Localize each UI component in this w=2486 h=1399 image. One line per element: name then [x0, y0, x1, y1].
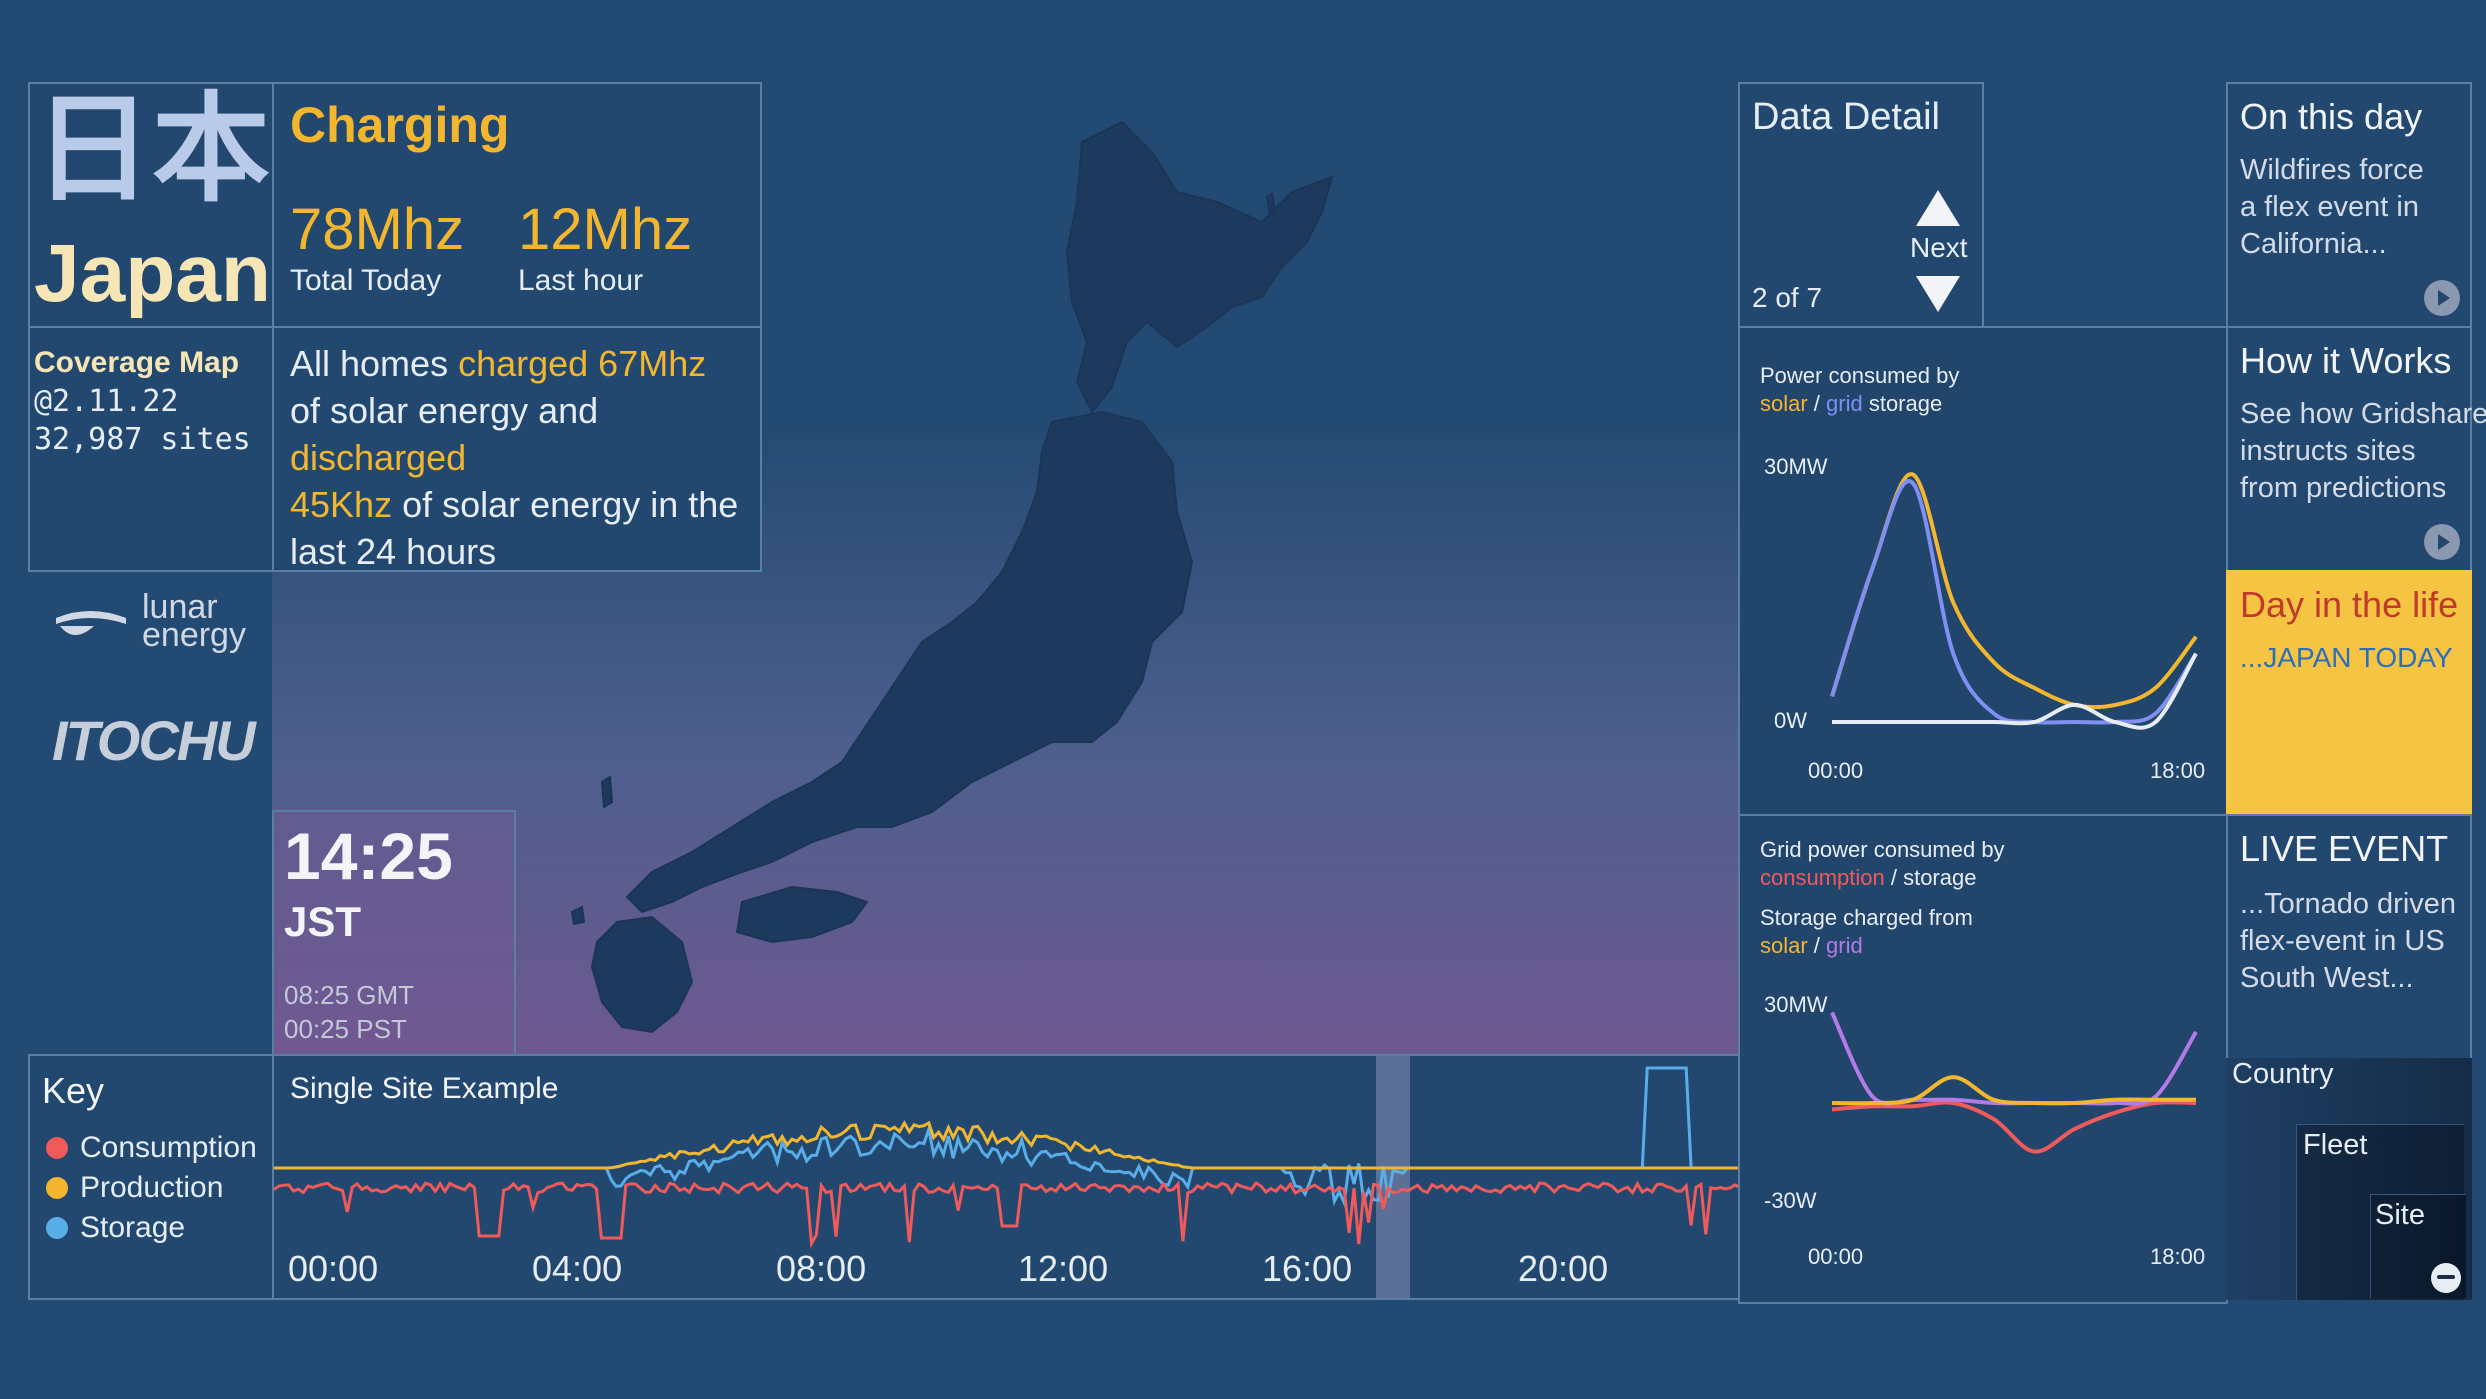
- lunar-energy-logo: lunar energy: [50, 590, 270, 660]
- charging-title: Charging: [290, 97, 510, 153]
- next-arrow-icon[interactable]: [1916, 276, 1960, 312]
- summary-text: All homes charged 67Mhz of solar energy …: [290, 343, 739, 572]
- chart1-title: Power consumed by solar / grid storage: [1760, 363, 1960, 416]
- zoom-country[interactable]: Country: [2232, 1058, 2334, 1090]
- tick-0400: 04:00: [532, 1248, 623, 1289]
- live-event-text: ...Tornado driven flex-event in US South…: [2240, 888, 2457, 994]
- clock-zone: JST: [284, 898, 362, 945]
- day-in-life-title: Day in the life: [2240, 584, 2459, 625]
- data-detail-panel: Data Detail Next 2 of 7: [1738, 82, 1984, 328]
- home-site-icon: [2431, 1263, 2461, 1293]
- single-site-panel[interactable]: Single Site Example 00:00 04:00 08:00 12…: [272, 1054, 1742, 1300]
- coverage-panel: Coverage Map @2.11.22 32,987 sites: [28, 326, 274, 572]
- grid-power-chart-panel: Grid power consumed by consumption / sto…: [1738, 814, 2228, 1304]
- country-panel: 日本 Japan: [28, 82, 274, 328]
- data-detail-title: Data Detail: [1752, 96, 1940, 138]
- clock-gmt: 08:25 GMT: [284, 980, 415, 1010]
- honshu-island: [625, 410, 1194, 914]
- series-line-consumption: [1831, 1100, 2197, 1154]
- key-item-production: Production: [46, 1168, 257, 1208]
- live-event-title: LIVE EVENT: [2240, 828, 2449, 869]
- series-line-storage: [1832, 652, 2198, 730]
- single-site-chart: [274, 1056, 1740, 1298]
- production-dot: [46, 1177, 68, 1199]
- zoom-site: Site: [2375, 1199, 2425, 1231]
- live-event-panel[interactable]: LIVE EVENT ...Tornado driven flex-event …: [2226, 814, 2472, 1060]
- play-icon[interactable]: [2424, 280, 2460, 316]
- site-production-line: [274, 1120, 1740, 1170]
- page-indicator: 2 of 7: [1752, 282, 1823, 313]
- tick-1200: 12:00: [1018, 1248, 1109, 1289]
- series-line-storage: [1830, 1011, 2198, 1106]
- charging-hour-label: Last hour: [518, 264, 644, 297]
- key-item-storage: Storage: [46, 1208, 257, 1248]
- charging-total-value: 78Mhz: [290, 197, 465, 262]
- on-this-day-panel[interactable]: On this day Wildfires force a flex event…: [2226, 82, 2472, 328]
- country-kanji: 日本: [34, 80, 271, 218]
- series-line-solar: [1830, 472, 2198, 710]
- consumption-dot: [46, 1137, 68, 1159]
- chart1-plot: [1830, 472, 2198, 730]
- charging-panel: Charging 78Mhz Total Today 12Mhz Last ho…: [272, 82, 762, 328]
- key-panel: Key Consumption Production Storage: [28, 1054, 274, 1300]
- site-consumption-line: [274, 1180, 1740, 1249]
- series-line-grid: [1830, 479, 2198, 725]
- site-storage-line: [274, 1066, 1740, 1209]
- coverage-date: @2.11.22: [34, 384, 179, 419]
- zoom-selector: Country Fleet Site: [2226, 1058, 2472, 1300]
- charging-total-label: Total Today: [290, 264, 442, 297]
- chart2-ytick-top: 30MW: [1764, 992, 1828, 1017]
- tick-0800: 08:00: [776, 1248, 867, 1289]
- coverage-title: Coverage Map: [34, 346, 240, 379]
- play-icon[interactable]: [2424, 524, 2460, 560]
- on-this-day-title: On this day: [2240, 96, 2423, 137]
- zoom-site-box[interactable]: Site: [2370, 1194, 2466, 1298]
- shikoku-island: [735, 885, 869, 944]
- lunar-logo-icon: [56, 611, 126, 635]
- key-item-consumption: Consumption: [46, 1128, 257, 1168]
- chart1-ytick-top: 30MW: [1764, 454, 1828, 479]
- on-this-day-text: Wildfires force a flex event in Californ…: [2240, 154, 2424, 260]
- how-it-works-text: See how Gridshare instructs sites from p…: [2240, 398, 2486, 504]
- chart1-xtick-right: 18:00: [2150, 758, 2206, 783]
- clock-panel: 14:25 JST 08:25 GMT 00:25 PST: [272, 810, 516, 1056]
- zoom-fleet: Fleet: [2303, 1129, 2368, 1161]
- series-line-solar: [1831, 1075, 2196, 1106]
- charging-hour-value: 12Mhz: [518, 197, 693, 262]
- clock-pst: 00:25 PST: [284, 1014, 407, 1044]
- chart2-title: Grid power consumed by consumption / sto…: [1760, 837, 2005, 958]
- chart1-xtick-left: 00:00: [1808, 758, 1864, 783]
- chart2-ytick-bottom: -30W: [1764, 1188, 1817, 1213]
- hokkaido-island: [1065, 120, 1334, 414]
- how-it-works-title: How it Works: [2240, 340, 2452, 381]
- itochu-logo: ITOCHU: [52, 709, 256, 772]
- day-in-life-panel[interactable]: Day in the life ...JAPAN TODAY: [2226, 570, 2472, 816]
- coverage-sites: 32,987 sites: [34, 422, 251, 457]
- storage-dot: [46, 1217, 68, 1239]
- how-it-works-panel[interactable]: How it Works See how Gridshare instructs…: [2226, 326, 2486, 572]
- chart2-plot: [1830, 1011, 2198, 1154]
- tick-1600: 16:00: [1262, 1248, 1353, 1289]
- summary-panel: All homes charged 67Mhz of solar energy …: [272, 326, 762, 572]
- chart2-xtick-right: 18:00: [2150, 1244, 2206, 1269]
- day-in-life-subtitle: ...JAPAN TODAY: [2240, 642, 2453, 673]
- prev-arrow-icon[interactable]: [1916, 190, 1960, 226]
- power-consumed-chart-panel: Power consumed by solar / grid storage 3…: [1738, 326, 2228, 816]
- clock-time: 14:25: [284, 819, 453, 893]
- tick-0000: 00:00: [288, 1248, 379, 1289]
- tick-2000: 20:00: [1518, 1248, 1609, 1289]
- next-label[interactable]: Next: [1910, 232, 1968, 263]
- single-site-title: Single Site Example: [290, 1072, 559, 1105]
- country-name: Japan: [34, 228, 271, 319]
- key-title: Key: [42, 1070, 105, 1111]
- kyushu-island: [590, 915, 694, 1034]
- chart1-ytick-bottom: 0W: [1774, 708, 1807, 733]
- key-list: Consumption Production Storage: [46, 1128, 257, 1248]
- chart2-xtick-left: 00:00: [1808, 1244, 1864, 1269]
